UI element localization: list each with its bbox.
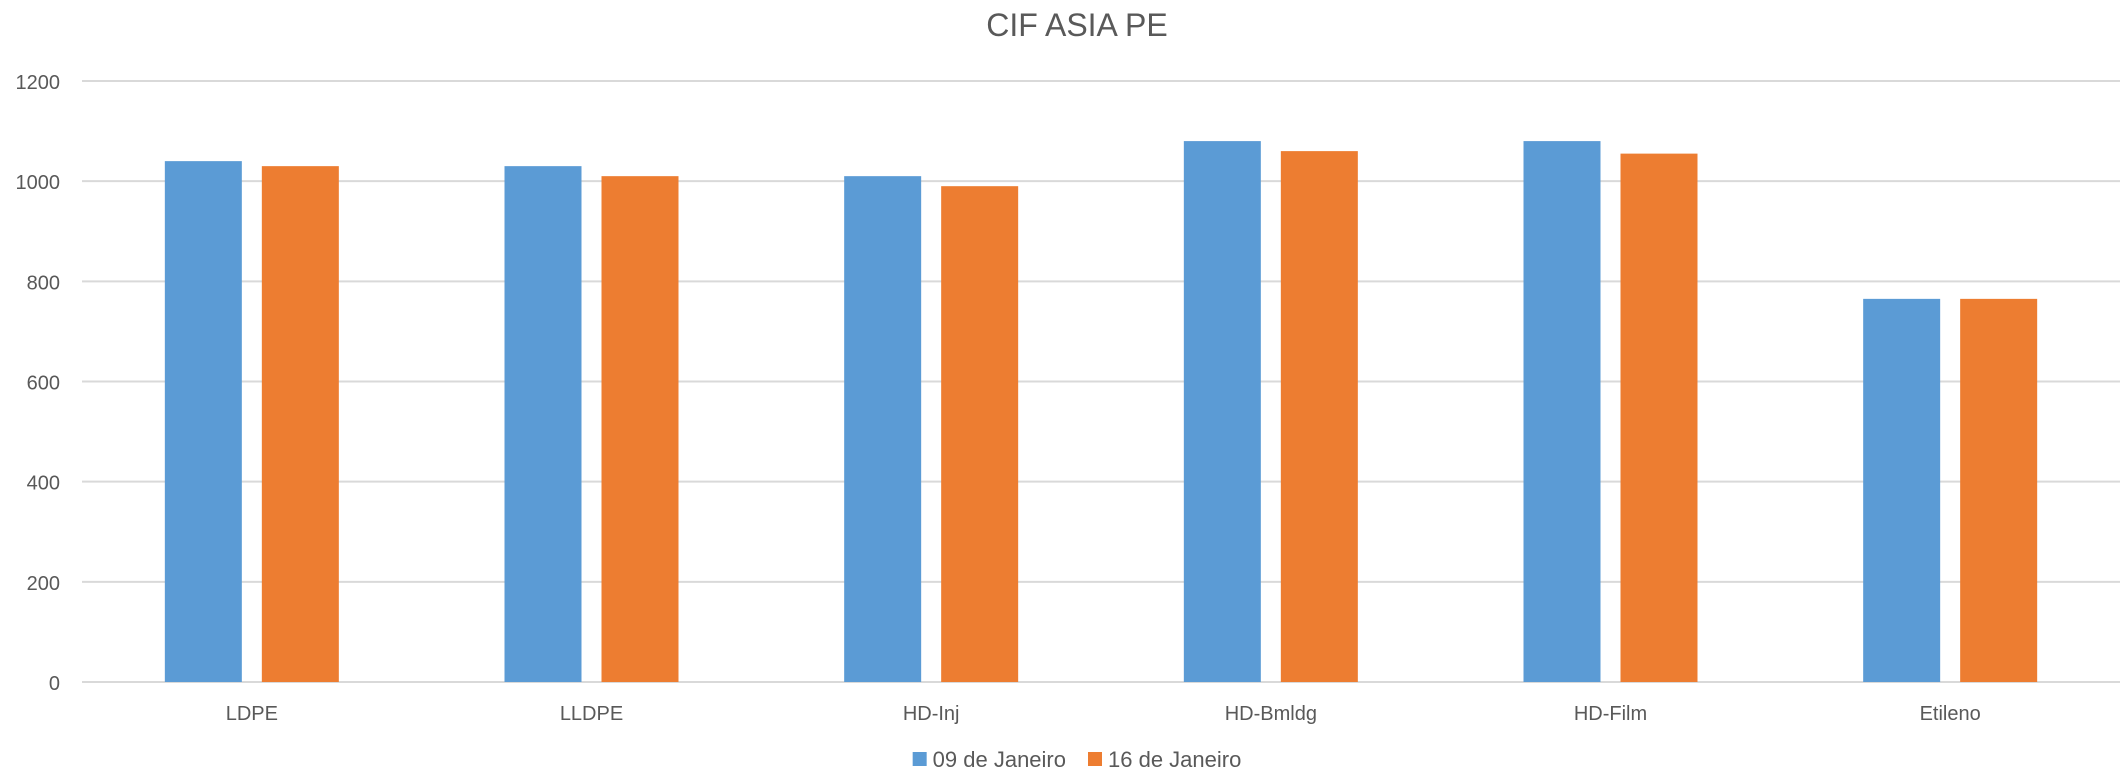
bar-ldpe-series-2 (261, 166, 339, 682)
y-tick-label: 0 (49, 673, 60, 695)
legend-swatch (912, 752, 927, 766)
bar-etileno-series-1 (1863, 298, 1941, 682)
y-tick-label: 200 (27, 573, 60, 595)
y-tick-label: 800 (27, 272, 60, 294)
bar-hd-bmldg-series-1 (1183, 141, 1261, 683)
bar-etileno-series-2 (1960, 298, 2038, 682)
bar-hd-film-series-2 (1620, 153, 1698, 682)
legend-label: 09 de Janeiro (933, 747, 1066, 772)
x-tick-label: HD-Film (1574, 703, 1647, 725)
bar-hd-film-series-1 (1523, 141, 1601, 683)
x-tick-label: LLDPE (560, 703, 623, 725)
legend: 09 de Janeiro 16 de Janeiro (912, 747, 1241, 772)
gridlines (82, 80, 2120, 683)
x-tick-label: LDPE (226, 703, 278, 725)
bar-lldpe-series-1 (504, 166, 582, 682)
bar-ldpe-series-1 (164, 161, 242, 683)
x-tick-label: Etileno (1920, 703, 1981, 725)
chart-title: CIF ASIA PE (986, 7, 1167, 43)
legend-swatch (1088, 752, 1102, 766)
bar-hd-inj-series-1 (844, 176, 922, 683)
legend-label: 16 de Janeiro (1108, 747, 1241, 772)
y-tick-label: 1000 (16, 172, 61, 194)
bar-lldpe-series-2 (601, 176, 679, 683)
x-tick-label: HD-Bmldg (1225, 703, 1317, 725)
x-axis-ticks: LDPE LLDPE HD-Inj HD-Bmldg HD-Film Etileno (226, 703, 1981, 725)
y-axis-ticks: 0 200 400 600 800 1000 1200 (16, 72, 61, 695)
y-tick-label: 1200 (16, 72, 61, 94)
bars (164, 141, 2038, 683)
y-tick-label: 400 (27, 473, 60, 495)
bar-hd-bmldg-series-2 (1280, 151, 1358, 682)
y-tick-label: 600 (27, 373, 60, 395)
bar-hd-inj-series-2 (941, 186, 1019, 683)
x-tick-label: HD-Inj (903, 703, 960, 725)
